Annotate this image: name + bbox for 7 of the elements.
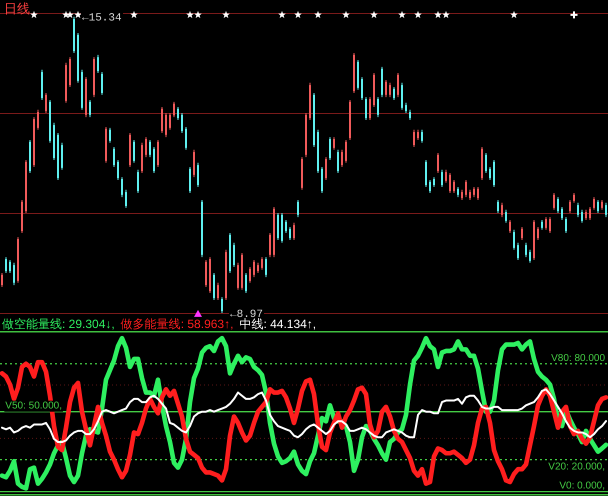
- ref-line-label: V80: 80.000: [551, 352, 606, 364]
- legend-item: 做空能量线: 29.304↓,: [2, 316, 115, 331]
- ref-line-label: V0: 0.000,: [559, 480, 605, 492]
- ref-line-label: V20: 20.000,: [548, 462, 606, 473]
- annotation: ←15.34: [82, 12, 122, 25]
- title: 日线: [4, 1, 30, 16]
- ref-line-label: V50: 50.000,: [5, 400, 62, 412]
